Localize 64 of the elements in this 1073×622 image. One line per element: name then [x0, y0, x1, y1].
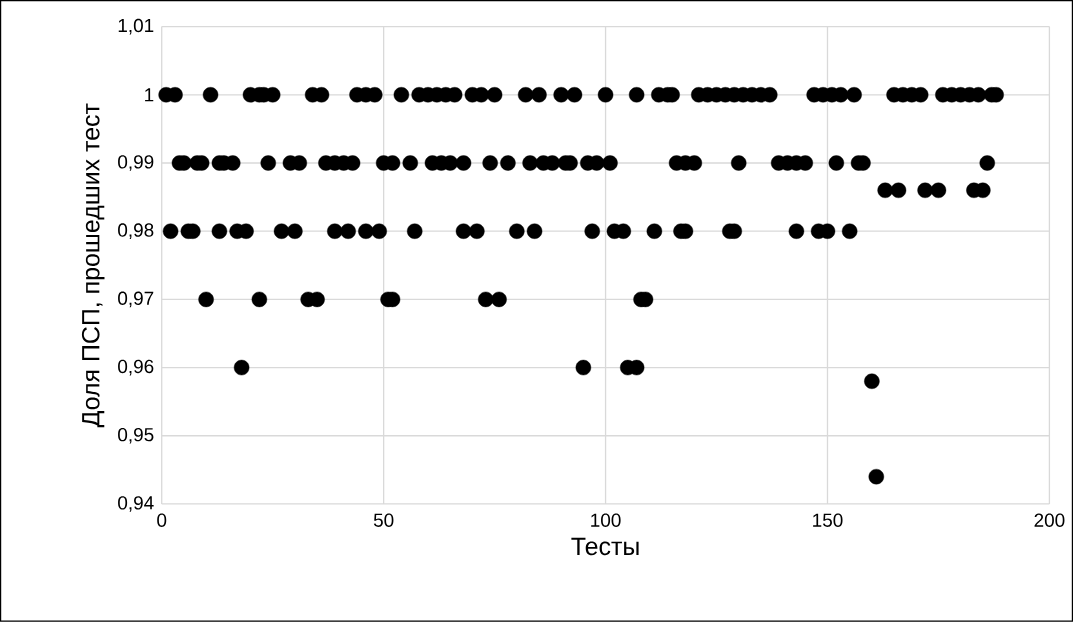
point	[602, 155, 618, 171]
y-tick-label: 0,97	[118, 291, 154, 308]
y-tick-label: 0,94	[118, 496, 154, 512]
point	[482, 155, 498, 171]
point	[407, 223, 423, 240]
point	[979, 155, 995, 171]
point	[646, 223, 663, 240]
point	[846, 87, 862, 103]
point	[486, 87, 503, 103]
point	[469, 223, 485, 240]
point	[202, 87, 219, 103]
x-tick-label: 100	[591, 513, 621, 528]
point	[890, 182, 907, 199]
point	[628, 87, 645, 103]
point	[841, 223, 858, 240]
point	[287, 223, 303, 240]
x-tick-label: 0	[157, 513, 167, 528]
point	[553, 87, 569, 103]
y-tick-label: 1,01	[118, 18, 154, 35]
point	[917, 182, 933, 199]
point	[597, 87, 614, 103]
point	[491, 291, 507, 308]
y-tick-label: 0,99	[118, 155, 154, 171]
point	[575, 360, 592, 376]
x-tick-label: 200	[1034, 513, 1065, 528]
point	[828, 155, 845, 171]
point	[260, 155, 276, 171]
point	[358, 223, 374, 240]
y-tick-label: 0,98	[118, 223, 154, 240]
point	[788, 223, 805, 240]
point	[233, 360, 250, 376]
y-tick-label: 0,96	[118, 359, 154, 376]
point	[864, 373, 880, 390]
point	[273, 223, 290, 240]
point	[566, 87, 583, 103]
point	[500, 155, 516, 171]
point	[478, 291, 494, 308]
point	[327, 223, 343, 240]
point	[930, 182, 947, 199]
x-axis-title: Тесты	[571, 537, 639, 556]
point	[402, 155, 418, 171]
point	[522, 155, 538, 171]
point	[531, 87, 547, 103]
y-axis-title: Доля ПСП, прошедших тест	[81, 103, 105, 428]
point	[455, 155, 472, 171]
point	[251, 291, 268, 308]
y-tick-label: 1	[145, 88, 154, 102]
point	[584, 223, 600, 240]
x-tick-label: 150	[813, 513, 843, 528]
point	[162, 223, 179, 240]
y-tick-label: 0,95	[118, 428, 154, 444]
point	[526, 223, 543, 240]
point	[393, 87, 410, 103]
point	[340, 223, 356, 240]
point	[868, 469, 885, 485]
point	[371, 223, 387, 240]
point	[517, 87, 534, 103]
point	[198, 291, 214, 308]
point	[877, 182, 893, 199]
x-tick-label: 50	[373, 513, 394, 528]
point	[509, 223, 525, 240]
point	[455, 223, 472, 240]
point	[211, 223, 228, 240]
point	[731, 155, 747, 171]
